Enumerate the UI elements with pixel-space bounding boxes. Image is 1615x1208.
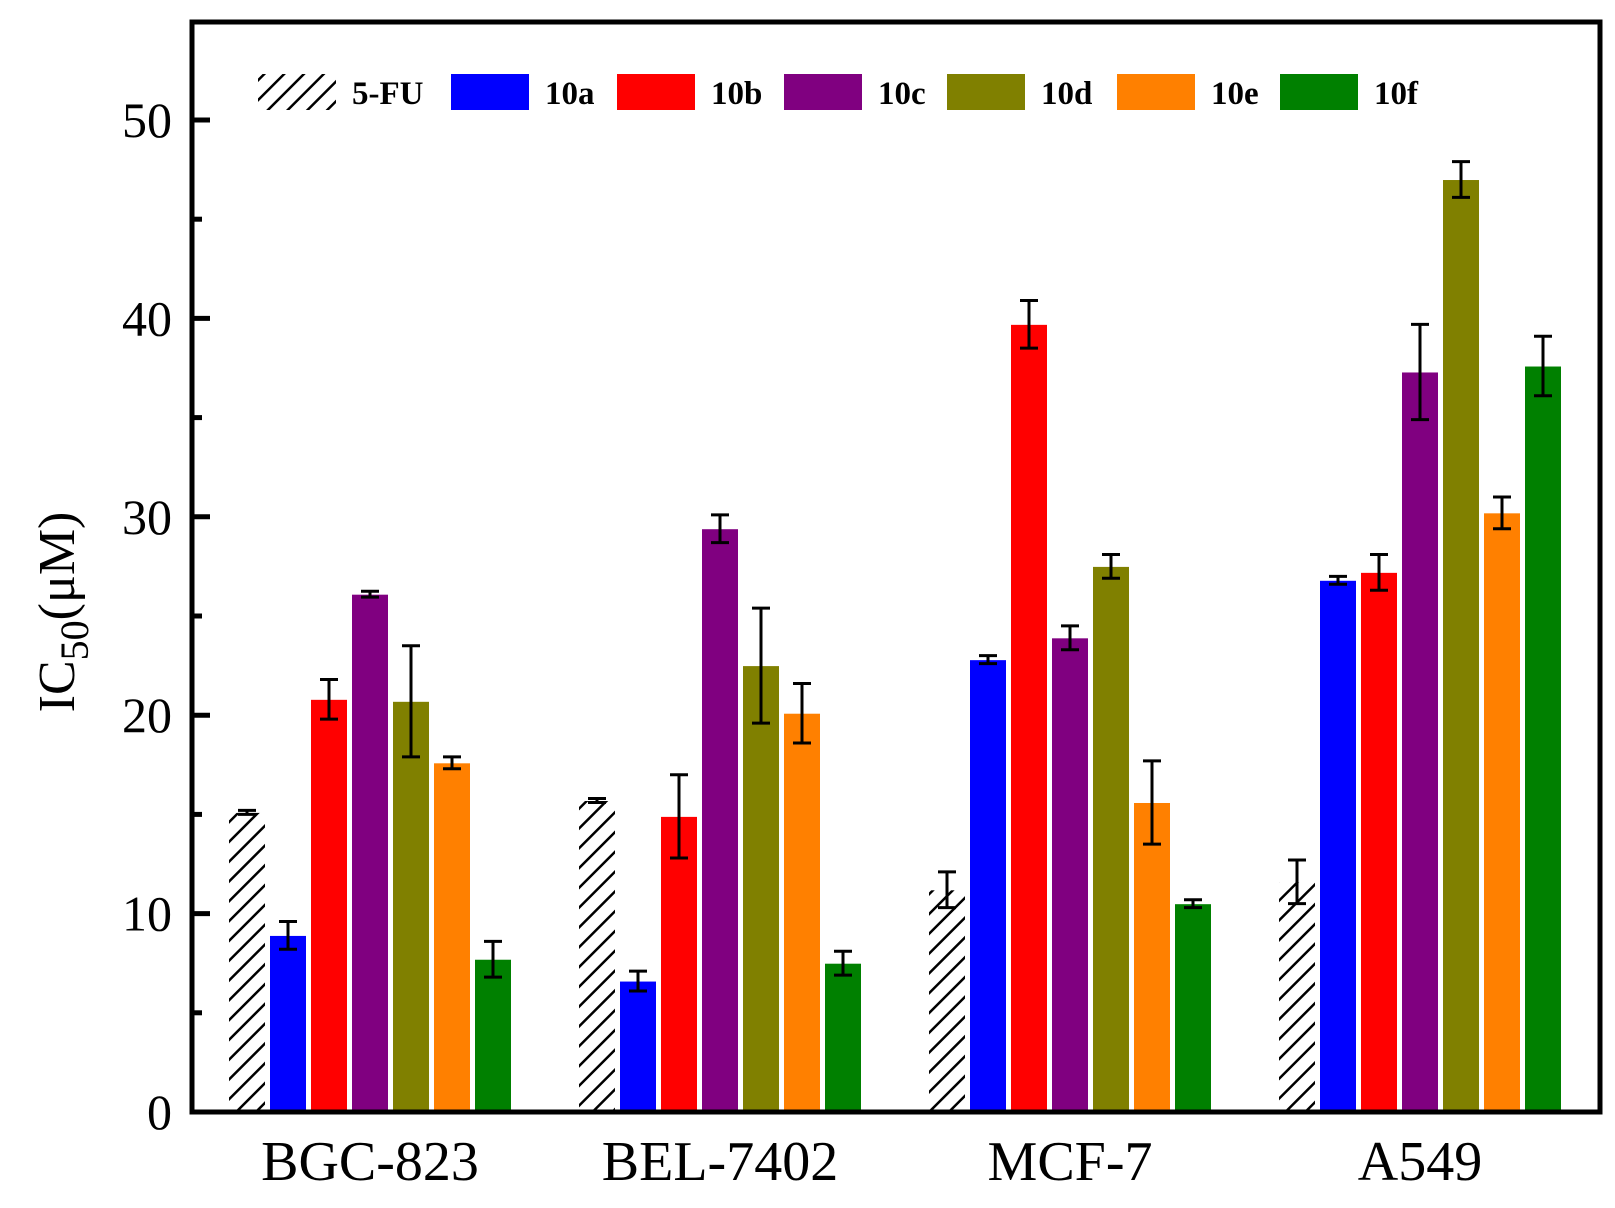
error-bar-10c-MCF-7 xyxy=(1061,624,1079,652)
bar-10f-BGC-823 xyxy=(474,958,512,1113)
error-bar-10f-A549 xyxy=(1534,334,1552,398)
legend-item-10d: 10d xyxy=(947,74,1092,112)
legend-item-10b: 10b xyxy=(617,74,762,112)
legend-swatch-10d xyxy=(947,74,1025,110)
bar-10c-A549 xyxy=(1401,371,1439,1113)
error-bar-10b-BGC-823 xyxy=(320,677,338,721)
bar-5-FU-MCF-7 xyxy=(928,889,966,1113)
bar-5-FU-BGC-823 xyxy=(228,811,266,1113)
legend-swatch-10e xyxy=(1117,74,1195,110)
bar-10c-BEL-7402 xyxy=(701,528,739,1113)
legend: 5-FU 10a 10b 10c 10d 10e 10f xyxy=(258,74,1419,112)
y-tick-label-20: 20 xyxy=(122,687,172,743)
bar-10f-A549 xyxy=(1524,365,1562,1113)
error-bar-5-FU-A549 xyxy=(1288,858,1306,906)
y-axis-title-unit: (μM) xyxy=(29,512,86,621)
y-tick-label-40: 40 xyxy=(122,290,172,346)
x-category-label-A549: A549 xyxy=(1358,1131,1482,1193)
y-axis-title-subscript: 50 xyxy=(52,620,97,660)
x-category-label-BEL-7402: BEL-7402 xyxy=(602,1131,838,1193)
legend-item-10a: 10a xyxy=(451,74,595,112)
bar-10d-BGC-823 xyxy=(392,700,430,1113)
legend-swatch-10f xyxy=(1280,74,1358,110)
y-axis-ticks: 0 10 20 30 40 50 xyxy=(122,92,210,1140)
error-bar-10e-BEL-7402 xyxy=(793,681,811,745)
legend-label-10d: 10d xyxy=(1041,76,1092,112)
error-bar-10c-BGC-823 xyxy=(361,589,379,599)
y-tick-label-30: 30 xyxy=(122,489,172,545)
bar-10b-A549 xyxy=(1360,571,1398,1113)
bar-10f-MCF-7 xyxy=(1174,903,1212,1113)
error-bar-10d-BGC-823 xyxy=(402,644,420,759)
error-bar-10f-BGC-823 xyxy=(484,939,502,979)
bar-10d-BEL-7402 xyxy=(742,665,780,1113)
error-bar-10f-MCF-7 xyxy=(1184,898,1202,910)
error-bar-10c-BEL-7402 xyxy=(711,513,729,545)
y-axis-title-main: IC xyxy=(29,660,86,712)
bar-10e-A549 xyxy=(1483,512,1521,1113)
error-bar-10e-MCF-7 xyxy=(1143,759,1161,846)
bar-10e-MCF-7 xyxy=(1133,801,1171,1113)
bars-layer xyxy=(228,179,1562,1113)
x-axis-labels: BGC-823 BEL-7402 MCF-7 A549 xyxy=(261,1131,1482,1193)
bar-10d-A549 xyxy=(1442,179,1480,1113)
bar-5-FU-A549 xyxy=(1278,881,1316,1113)
error-bar-10a-A549 xyxy=(1329,574,1347,586)
error-bar-10e-BGC-823 xyxy=(443,755,461,771)
error-bar-10e-A549 xyxy=(1493,495,1511,531)
bar-10d-MCF-7 xyxy=(1092,565,1130,1113)
error-bar-10c-A549 xyxy=(1411,322,1429,422)
legend-item-10e: 10e xyxy=(1117,74,1259,112)
error-bar-10b-A549 xyxy=(1370,552,1388,592)
legend-swatch-10b xyxy=(617,74,695,110)
error-bar-10f-BEL-7402 xyxy=(834,949,852,977)
error-bar-10a-MCF-7 xyxy=(979,654,997,666)
error-bar-10d-A549 xyxy=(1452,160,1470,199)
y-tick-label-10: 10 xyxy=(122,886,172,942)
bar-10b-BGC-823 xyxy=(310,698,348,1113)
bar-10e-BGC-823 xyxy=(433,762,471,1113)
error-bar-5-FU-BGC-823 xyxy=(238,808,256,816)
legend-item-5-FU: 5-FU xyxy=(258,74,424,112)
error-bar-5-FU-MCF-7 xyxy=(938,870,956,910)
bar-10c-MCF-7 xyxy=(1051,637,1089,1113)
legend-item-10f: 10f xyxy=(1280,74,1419,112)
plot-frame xyxy=(189,19,1603,1115)
y-tick-label-50: 50 xyxy=(122,92,172,148)
legend-label-10f: 10f xyxy=(1374,76,1419,112)
y-tick-label-0: 0 xyxy=(147,1084,172,1140)
error-bar-10d-BEL-7402 xyxy=(752,606,770,725)
legend-label-10e: 10e xyxy=(1211,76,1259,112)
bar-10a-BEL-7402 xyxy=(619,980,657,1113)
legend-swatch-5-FU xyxy=(258,74,336,110)
legend-label-10c: 10c xyxy=(878,76,926,112)
bar-10a-A549 xyxy=(1319,579,1357,1113)
legend-label-10b: 10b xyxy=(711,76,762,112)
bar-5-FU-BEL-7402 xyxy=(578,800,616,1113)
legend-swatch-10a xyxy=(451,74,529,110)
bar-10a-MCF-7 xyxy=(969,659,1007,1113)
bar-10b-BEL-7402 xyxy=(660,815,698,1113)
error-bars-layer xyxy=(238,160,1552,993)
y-axis-title: IC50(μM) xyxy=(29,512,97,713)
bar-10c-BGC-823 xyxy=(351,593,389,1113)
bar-10a-BGC-823 xyxy=(269,934,307,1113)
legend-swatch-10c xyxy=(784,74,862,110)
legend-label-10a: 10a xyxy=(545,76,595,112)
error-bar-10d-MCF-7 xyxy=(1102,552,1120,580)
x-category-label-MCF-7: MCF-7 xyxy=(988,1131,1153,1193)
bar-10f-BEL-7402 xyxy=(824,962,862,1113)
legend-label-5-FU: 5-FU xyxy=(352,76,424,112)
bar-10b-MCF-7 xyxy=(1010,323,1048,1113)
bar-10e-BEL-7402 xyxy=(783,712,821,1113)
x-category-label-BGC-823: BGC-823 xyxy=(261,1131,479,1193)
error-bar-10a-BEL-7402 xyxy=(629,969,647,993)
error-bar-10a-BGC-823 xyxy=(279,920,297,951)
error-bar-10b-MCF-7 xyxy=(1020,299,1038,350)
error-bar-5-FU-BEL-7402 xyxy=(588,797,606,804)
legend-item-10c: 10c xyxy=(784,74,926,112)
error-bar-10b-BEL-7402 xyxy=(670,773,688,860)
